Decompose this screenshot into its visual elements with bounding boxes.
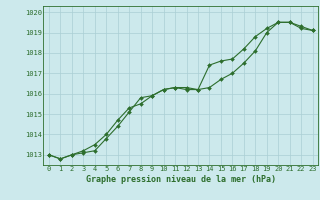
X-axis label: Graphe pression niveau de la mer (hPa): Graphe pression niveau de la mer (hPa) [86,175,276,184]
